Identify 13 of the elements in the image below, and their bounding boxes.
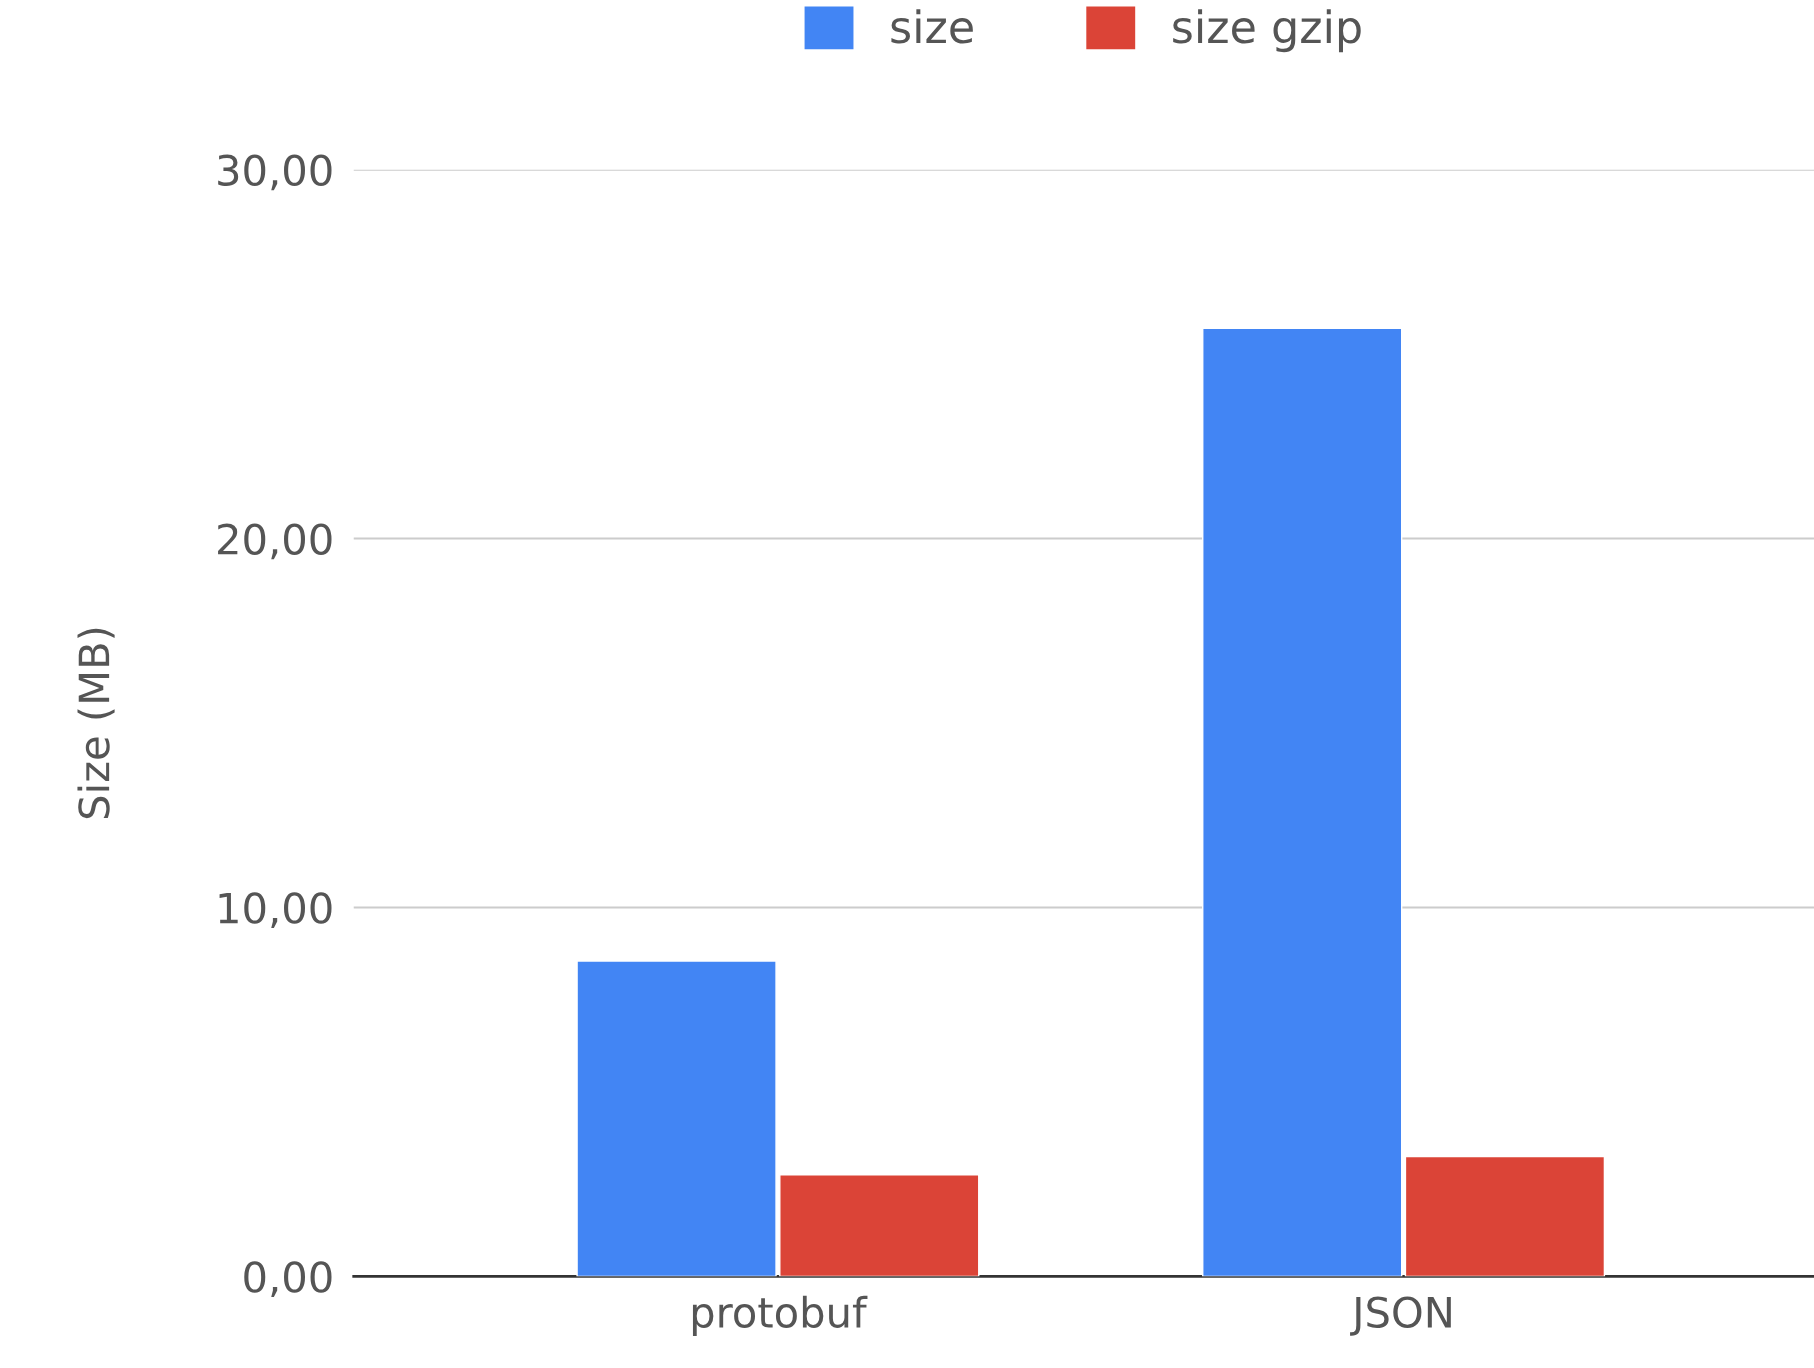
legend-label: size xyxy=(891,9,973,44)
bar xyxy=(1404,1155,1606,1277)
y-tick-label: 30,00 xyxy=(218,154,332,191)
y-tick-label: 0,00 xyxy=(244,1261,332,1298)
bar xyxy=(1202,327,1403,1277)
y-tick-label: 20,00 xyxy=(218,523,332,560)
y-axis-title: Size (MB) xyxy=(77,628,115,819)
x-tick-label: protobuf xyxy=(692,1295,868,1337)
x-tick-label: JSON xyxy=(1350,1296,1451,1336)
bar xyxy=(576,960,777,1277)
legend-label: size gzip xyxy=(1173,9,1361,53)
y-tick-label: 10,00 xyxy=(219,892,332,929)
bar xyxy=(779,1174,980,1277)
